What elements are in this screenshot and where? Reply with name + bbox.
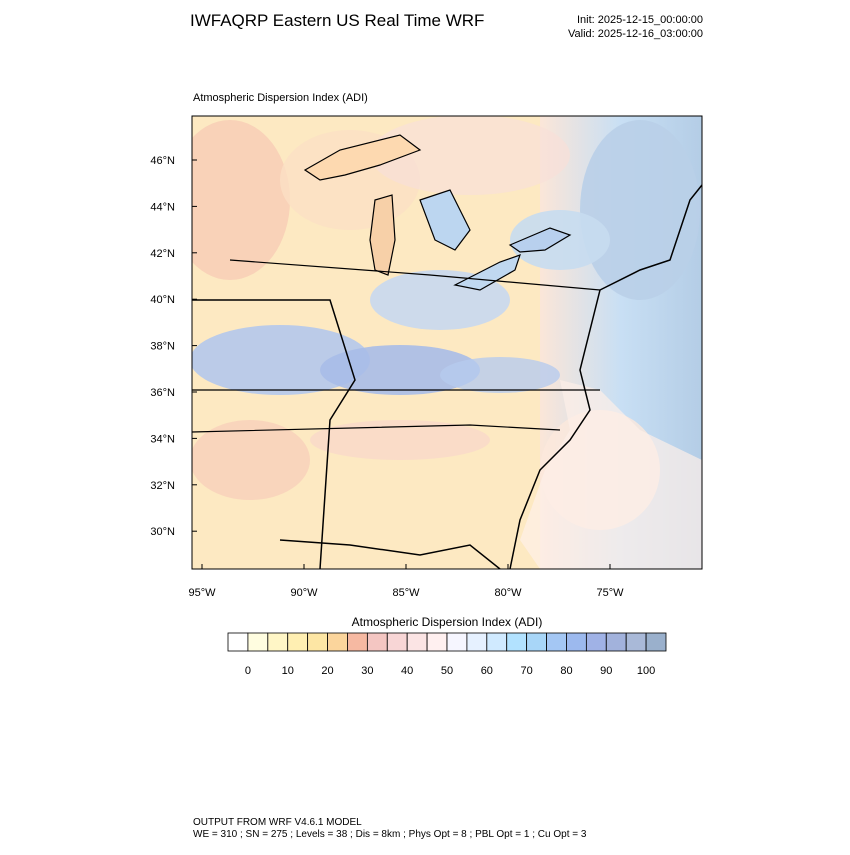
colorbar-label: 30 — [361, 665, 373, 677]
map-frame — [191, 115, 703, 570]
footer-line: WE = 310 ; SN = 275 ; Levels = 38 ; Dis … — [193, 829, 587, 840]
colorbar-box — [347, 632, 368, 652]
colorbar-box — [546, 632, 567, 652]
colorbar-label: 20 — [321, 665, 333, 677]
lon-label: 80°W — [494, 587, 522, 599]
colorbar-box — [227, 632, 249, 652]
lat-label: 34°N — [150, 433, 175, 445]
colorbar-box — [287, 632, 309, 652]
colorbar-box — [526, 632, 547, 652]
colorbar-label: 50 — [441, 665, 453, 677]
lat-label: 40°N — [150, 294, 175, 306]
lat-label: 30°N — [150, 526, 175, 538]
map-field — [192, 116, 702, 569]
lat-label: 42°N — [150, 248, 175, 260]
colorbar: 0 10 20 30 40 50 60 70 80 90 100 — [227, 632, 667, 677]
colorbar-box — [566, 632, 587, 652]
colorbar-label: 40 — [401, 665, 413, 677]
colorbar-box — [327, 632, 348, 652]
map-title: Atmospheric Dispersion Index (ADI) — [193, 92, 368, 104]
lat-label: 36°N — [150, 387, 175, 399]
lat-label: 32°N — [150, 480, 175, 492]
colorbar-box — [267, 632, 289, 652]
valid-time: Valid: 2025-12-16_03:00:00 — [568, 28, 703, 40]
colorbar-box — [426, 632, 448, 652]
colorbar-box — [605, 632, 627, 652]
init-time: Init: 2025-12-15_00:00:00 — [577, 14, 703, 26]
colorbar-title: Atmospheric Dispersion Index (ADI) — [352, 615, 543, 629]
colorbar-label: 70 — [521, 665, 533, 677]
lat-label: 46°N — [150, 155, 175, 167]
lon-label: 90°W — [290, 587, 318, 599]
lat-labels: 46°N 44°N 42°N 40°N 38°N 36°N 34°N 32°N 30°N — [150, 155, 197, 538]
colorbar-box — [307, 632, 328, 652]
colorbar-box — [486, 632, 508, 652]
colorbar-box — [247, 632, 269, 652]
lon-label: 95°W — [188, 587, 216, 599]
lat-label: 38°N — [150, 341, 175, 353]
colorbar-label: 80 — [560, 665, 572, 677]
lon-labels: 95°W 90°W 85°W 80°W 75°W — [188, 564, 624, 599]
colorbar-label: 10 — [282, 665, 294, 677]
footer-line: OUTPUT FROM WRF V4.6.1 MODEL — [193, 817, 362, 828]
colorbar-box — [406, 632, 428, 652]
colorbar-label: 60 — [481, 665, 493, 677]
colorbar-box — [366, 632, 388, 652]
lon-label: 75°W — [596, 587, 624, 599]
colorbar-box — [625, 632, 647, 652]
colorbar-label: 100 — [637, 665, 655, 677]
colorbar-box — [386, 632, 408, 652]
colorbar-box — [446, 632, 468, 652]
title: IWFAQRP Eastern US Real Time WRF — [190, 11, 484, 30]
colorbar-box — [506, 632, 528, 652]
colorbar-box — [466, 632, 488, 652]
lat-label: 44°N — [150, 201, 175, 213]
lon-label: 85°W — [392, 587, 420, 599]
colorbar-box — [585, 632, 607, 652]
colorbar-label: 90 — [600, 665, 612, 677]
colorbar-box — [645, 632, 667, 652]
colorbar-label: 0 — [245, 665, 251, 677]
